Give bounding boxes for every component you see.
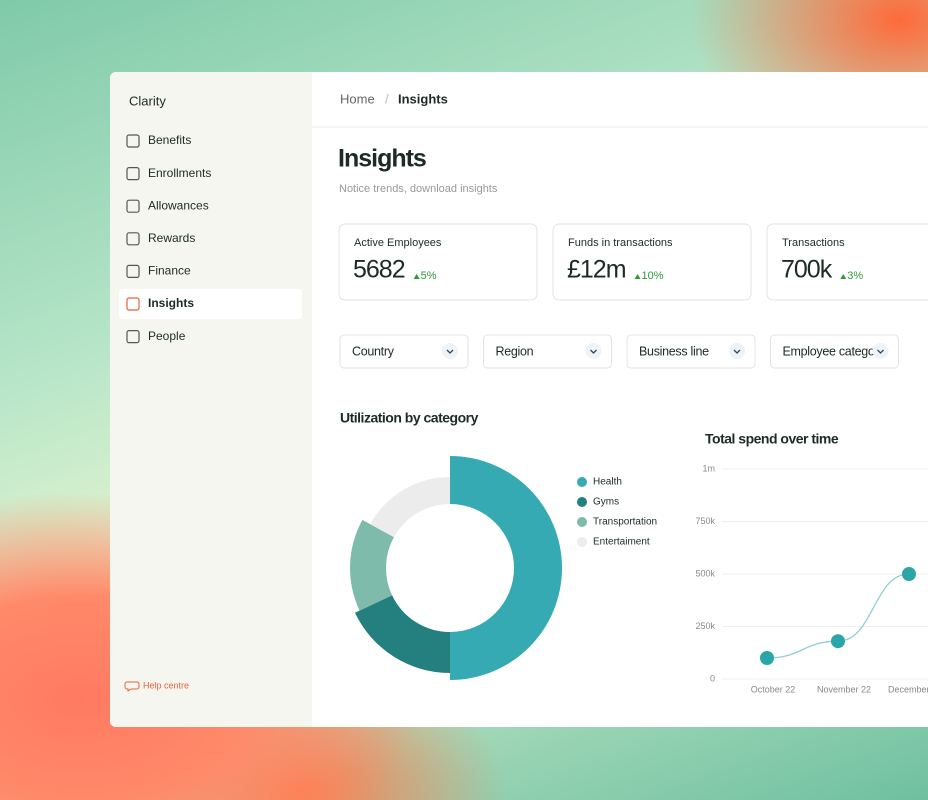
help-link[interactable]: Help centre [143,680,189,690]
stat-change: 10% [642,270,664,282]
app-name: Clarity [129,93,166,108]
legend-swatch [577,497,587,507]
legend-swatch [577,477,587,487]
legend-swatch [577,517,587,527]
chart-title: Total spend over time [705,431,839,447]
stat-value: £12m [567,256,626,284]
y-tick-label: 500k [695,568,715,578]
app-window [110,72,928,727]
trend-up-icon [840,274,847,279]
donut-segment [370,477,450,538]
dropdown-icon-bg [729,343,745,359]
stat-card [552,223,752,301]
stat-card [338,223,538,301]
nav-active-bg [119,289,302,319]
stat-value: 700k [781,256,833,284]
separator: / [385,91,389,106]
nav-icon [126,330,140,344]
data-point [760,651,774,665]
filter-dropdown[interactable] [626,334,756,369]
y-tick-label: 250k [695,621,715,631]
dropdown-icon [877,349,884,354]
breadcrumb[interactable]: Home [340,91,375,106]
nav-item[interactable]: Finance [148,264,191,278]
nav-item[interactable]: Allowances [148,198,209,212]
donut-segment [450,456,562,680]
data-point [831,634,845,649]
stat-label: Transactions [782,237,845,249]
page-title: Insights [338,145,426,173]
sidebar [110,72,312,727]
dropdown-icon-bg [585,343,602,359]
y-tick-label: 0 [710,673,715,683]
dropdown-icon [733,349,741,354]
nav-item[interactable]: Enrollments [148,166,211,180]
nav-icon [126,264,140,278]
nav-item[interactable]: Rewards [148,231,195,245]
dropdown-icon-bg [442,343,458,359]
nav-icon [126,134,140,148]
x-tick-label: October 22 [751,684,796,694]
legend-swatch [577,537,587,547]
filter-dropdown[interactable] [339,334,469,369]
dropdown-icon [590,349,597,354]
nav-icon [126,232,140,246]
nav-icon [126,199,140,213]
help-icon [124,681,140,692]
legend-label: Transportation [593,517,657,528]
x-tick-label: December 22 [888,684,928,694]
nav-item[interactable]: Insights [148,296,194,310]
filter-dropdown[interactable] [770,334,899,369]
page-subtitle: Notice trends, download insights [339,183,498,195]
stat-label: Active Employees [354,237,442,249]
stat-label: Funds in transactions [568,237,673,249]
filter-dropdown[interactable] [483,334,612,369]
trend-up-icon [413,274,420,279]
dropdown-icon-bg [872,343,889,359]
x-tick-label: November 22 [817,684,871,694]
filter-label: Region [496,344,534,358]
legend-label: Gyms [593,497,619,508]
nav-icon [126,167,140,181]
y-tick-label: 750k [695,516,715,526]
dropdown-icon [446,349,454,354]
filter-label: Employee category [783,344,886,358]
legend-label: Health [593,477,622,488]
nav-icon [126,297,140,311]
stat-change: 5% [421,270,437,282]
legend-label: Entertaiment [593,537,650,548]
stat-card [766,223,928,301]
breadcrumb-current: Insights [398,91,448,106]
nav-item[interactable]: Benefits [148,133,191,147]
stat-change: 3% [847,270,863,282]
data-point [902,567,916,581]
donut-segment [350,519,394,611]
nav-item[interactable]: People [148,329,186,343]
donut-segment [354,595,450,673]
filter-label: Business line [639,344,709,358]
filter-label: Country [352,344,395,358]
y-tick-label: 1m [702,463,715,473]
chart-title: Utilization by category [340,410,479,426]
stat-value: 5682 [353,256,405,284]
trend-up-icon [634,274,641,279]
